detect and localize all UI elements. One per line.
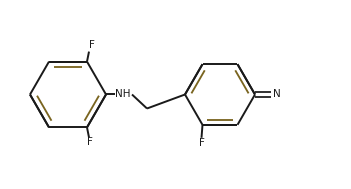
Text: N: N — [273, 90, 281, 99]
Text: NH: NH — [115, 90, 131, 99]
Text: F: F — [89, 40, 95, 50]
Text: F: F — [87, 137, 93, 147]
Text: F: F — [199, 138, 204, 148]
